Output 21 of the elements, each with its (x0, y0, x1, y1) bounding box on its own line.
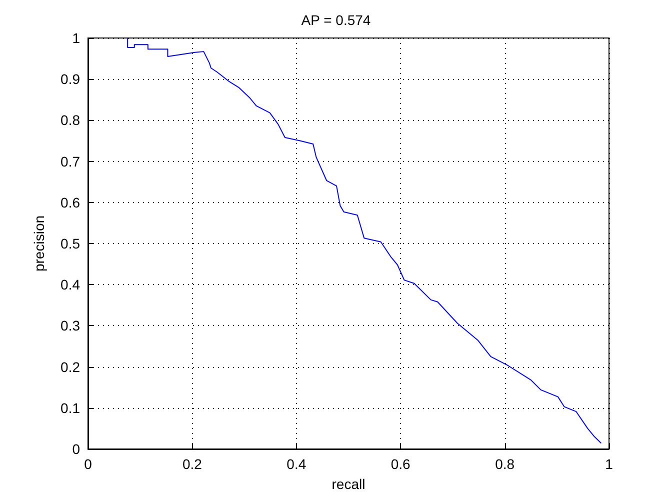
y-tick-label: 0.7 (60, 153, 80, 170)
y-tick-label: 0 (72, 441, 80, 457)
y-tick-label: 0.8 (60, 112, 80, 128)
y-tick-label: 0.6 (60, 194, 80, 210)
x-tick-label: 0 (84, 456, 92, 472)
x-tick-label: 0.8 (495, 456, 515, 472)
y-axis-title: precision (31, 215, 47, 272)
x-tick-label: 1 (605, 456, 614, 472)
x-tick-label: 0.4 (286, 456, 306, 472)
y-tick-label: 1 (72, 30, 80, 46)
y-tick-label: 0.1 (60, 400, 80, 416)
x-tick-label: 0.2 (182, 456, 202, 472)
chart-title: AP = 0.574 (301, 12, 371, 28)
x-tick-label: 0.6 (390, 456, 411, 472)
y-tick-label: 0.5 (60, 236, 80, 252)
y-tick-label: 0.2 (60, 358, 80, 375)
x-axis-title: recall (332, 476, 366, 492)
line-series (127, 38, 602, 444)
y-tick-label: 0.3 (60, 318, 80, 334)
y-tick-label: 0.9 (60, 71, 80, 88)
y-tick-label: 0.4 (60, 276, 80, 293)
